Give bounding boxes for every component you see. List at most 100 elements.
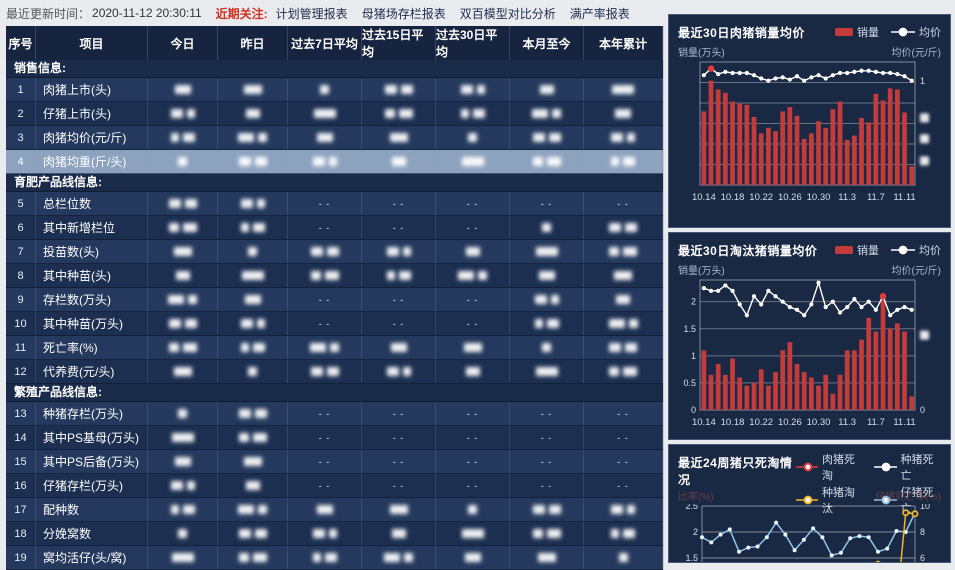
empty-value: - - (617, 432, 629, 443)
redacted-value (550, 295, 559, 304)
legend-mortality: 肉猪死淘 种猪死亡种猪淘汰 仔猪死亡 (795, 451, 941, 516)
table-row[interactable]: 17 配种数 (6, 498, 663, 522)
legend-item-1[interactable]: 销量 (835, 242, 879, 258)
table-row[interactable]: 10 其中种苗(万头) - - - - - - (6, 312, 663, 336)
header-cell: 本月至今 (510, 26, 584, 60)
redacted-value (609, 223, 621, 232)
table-row[interactable]: 9 存栏数(万头) - - - - - - (6, 288, 663, 312)
redacted-value (609, 247, 619, 256)
redacted-value (402, 367, 411, 376)
table-row[interactable]: 13 种猪存栏(万头) - - - - - - - - - - (6, 402, 663, 426)
value-cell: - - (510, 402, 584, 425)
svg-text:11.11: 11.11 (893, 192, 915, 203)
redacted-value (623, 529, 635, 538)
value-cell (218, 426, 288, 449)
svg-text:0: 0 (920, 405, 925, 415)
empty-value: - - (466, 318, 479, 329)
table-row[interactable]: 5 总栏位数 - - - - - - - - - - (6, 192, 663, 216)
legend-item-4[interactable]: 仔猪死亡 (874, 484, 941, 516)
value-cell (148, 240, 218, 263)
row-label: 其中种苗(万头) (36, 312, 148, 335)
redacted-value (464, 553, 481, 562)
redacted-value (546, 319, 559, 328)
value-cell (362, 522, 436, 545)
redacted-value (171, 553, 194, 562)
value-cell (148, 336, 218, 359)
legend-label: 种猪死亡 (900, 454, 934, 482)
value-cell (510, 546, 584, 569)
value-cell (510, 312, 584, 335)
header-cell: 本年累计 (584, 26, 663, 60)
redacted-value (548, 133, 561, 142)
table-row[interactable]: 19 窝均活仔(头/窝) (6, 546, 663, 570)
report-link-3[interactable]: 双百模型对比分析 (459, 6, 556, 21)
value-cell (148, 78, 218, 101)
value-cell (584, 150, 663, 173)
value-cell: - - (436, 192, 510, 215)
redacted-value (609, 367, 619, 376)
table-row[interactable]: 1 肉猪上市(头) (6, 78, 663, 102)
redacted-value (398, 109, 413, 118)
table-row[interactable]: 3 肉猪均价(元/斤) (6, 126, 663, 150)
svg-text:2.5: 2.5 (685, 504, 698, 511)
value-cell (148, 402, 218, 425)
report-link-2[interactable]: 母猪场存栏报表 (361, 6, 446, 21)
empty-value: - - (617, 408, 629, 419)
redacted-value (243, 457, 262, 466)
table-row[interactable]: 12 代养费(元/头) (6, 360, 663, 384)
redacted-value (258, 133, 267, 142)
value-cell (362, 336, 436, 359)
table-row[interactable]: 7 投苗数(头) (6, 240, 663, 264)
value-cell (584, 102, 663, 125)
value-cell (362, 126, 436, 149)
value-cell (148, 450, 218, 473)
panel-cull-sales-price: 最近30日淘汰猪销量均价 销量 均价 销量(万头) 均价(元/斤) 0 0.5 1 1.… (668, 232, 951, 440)
report-link-1[interactable]: 计划管理报表 (275, 6, 348, 21)
svg-text:2: 2 (693, 527, 698, 537)
value-cell (510, 522, 584, 545)
report-link-4[interactable]: 满产率报表 (569, 6, 630, 21)
svg-text:1: 1 (920, 76, 925, 86)
redacted-value (615, 109, 631, 118)
focus-label: 近期关注: (215, 6, 268, 21)
value-cell: - - (288, 312, 362, 335)
redacted-value (238, 553, 249, 562)
table-row[interactable]: 8 其中种苗(头) (6, 264, 663, 288)
value-cell (288, 150, 362, 173)
table-row[interactable]: 4 肉猪均重(斤/头) (6, 150, 663, 174)
header-cell: 项目 (36, 26, 148, 60)
legend-item-2[interactable]: 种猪死亡 (874, 451, 941, 483)
redacted-value (173, 247, 192, 256)
redacted-value (320, 85, 329, 94)
legend-item-3[interactable]: 种猪淘汰 (795, 484, 863, 516)
redacted-value (386, 271, 395, 280)
redacted-value (618, 553, 628, 562)
redacted-value (478, 271, 487, 280)
legend-item-2[interactable]: 均价 (891, 24, 941, 40)
redacted-value (168, 223, 179, 232)
legend-item-1[interactable]: 销量 (835, 24, 879, 40)
empty-value: - - (466, 456, 479, 467)
value-cell: - - (436, 312, 510, 335)
value-cell (436, 546, 510, 569)
value-cell (218, 264, 288, 287)
value-cell (436, 264, 510, 287)
redacted-value (313, 109, 336, 118)
table-row[interactable]: 11 死亡率(%) (6, 336, 663, 360)
table-row[interactable]: 15 其中PS后备(万头) - - - - - - - - - - (6, 450, 663, 474)
redacted-value (611, 157, 619, 166)
table-row[interactable]: 6 其中新增栏位 - - - - - - (6, 216, 663, 240)
svg-text:10.26: 10.26 (778, 192, 802, 203)
redacted-value (384, 109, 395, 118)
legend-item-1[interactable]: 肉猪死淘 (795, 451, 863, 483)
legend-item-2[interactable]: 均价 (891, 242, 941, 258)
redacted-value (627, 505, 635, 514)
value-cell (288, 78, 362, 101)
table-row[interactable]: 18 分娩窝数 (6, 522, 663, 546)
row-number: 9 (6, 288, 36, 311)
table-row[interactable]: 2 仔猪上市(头) (6, 102, 663, 126)
table-row[interactable]: 14 其中PS基母(万头) - - - - - - - - - - (6, 426, 663, 450)
row-number: 4 (6, 150, 36, 173)
table-row[interactable]: 16 仔猪存栏(万头) - - - - - - - - - - (6, 474, 663, 498)
kpi-table: 序号 项目 今日 昨日 过去7日平均 过去15日平均 过去30日平均 本月至今 本年累计 销售信… (6, 26, 664, 570)
